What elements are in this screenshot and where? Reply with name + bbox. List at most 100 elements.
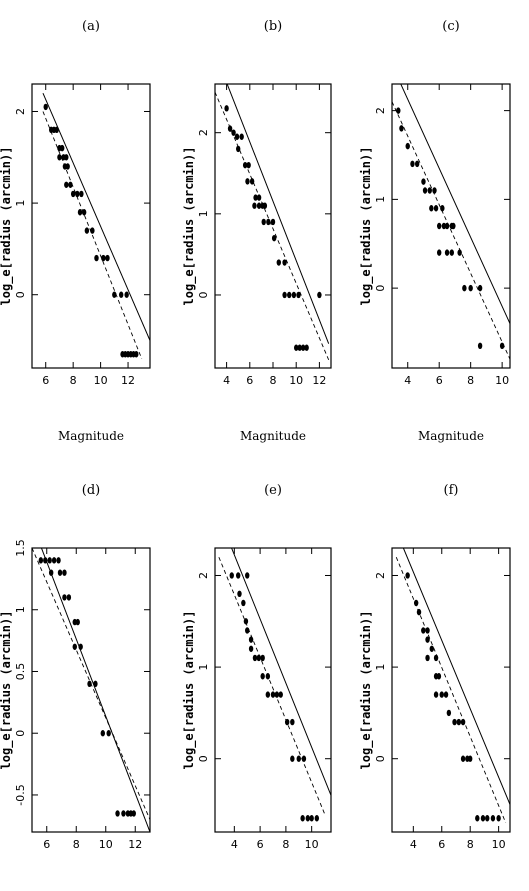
- data-point: [236, 145, 241, 153]
- data-point: [441, 222, 447, 230]
- data-point: [100, 730, 106, 737]
- y-tick-label: 0: [14, 291, 27, 298]
- data-point: [451, 222, 456, 230]
- y-tick-label: 2: [197, 129, 210, 136]
- y-axis-label: log_e[radius (arcmin)]: [182, 611, 197, 770]
- data-point: [134, 351, 139, 358]
- data-point: [118, 291, 124, 298]
- data-point: [105, 254, 110, 262]
- x-axis-label: Magnitude: [58, 429, 124, 443]
- data-point: [300, 815, 305, 822]
- y-tick-label: 2: [197, 572, 210, 579]
- solid-fit-line: [400, 84, 510, 324]
- data-point: [439, 691, 444, 698]
- data-point: [287, 291, 292, 299]
- y-axis-label: log_e[radius (arcmin)]: [359, 147, 374, 306]
- data-point: [271, 234, 277, 242]
- data-point: [256, 202, 262, 209]
- data-point: [224, 105, 229, 112]
- y-tick-label: 2: [14, 108, 27, 115]
- data-point: [425, 654, 430, 662]
- data-point: [421, 178, 426, 185]
- data-point: [270, 218, 276, 226]
- data-point: [248, 636, 254, 643]
- data-point: [433, 654, 439, 662]
- data-point: [84, 227, 90, 234]
- data-point: [284, 718, 290, 726]
- data-point: [231, 129, 236, 136]
- x-tick-label: 8: [467, 838, 474, 851]
- data-point: [416, 608, 422, 616]
- data-point: [101, 254, 106, 262]
- data-point: [296, 755, 301, 762]
- data-point: [432, 187, 437, 194]
- x-tick-label: 12: [128, 838, 142, 851]
- data-point: [290, 718, 295, 726]
- data-point: [68, 181, 73, 188]
- panel-label: (c): [442, 19, 459, 34]
- data-point: [229, 572, 234, 579]
- data-point: [265, 673, 271, 680]
- data-point: [75, 618, 80, 626]
- x-tick-label: 8: [467, 374, 474, 387]
- data-point: [242, 161, 248, 169]
- data-point: [131, 810, 136, 817]
- data-point: [410, 160, 415, 168]
- data-point: [446, 709, 452, 717]
- data-point: [236, 572, 241, 579]
- data-point: [64, 154, 69, 161]
- data-point: [405, 572, 410, 579]
- data-point: [270, 691, 276, 698]
- plot-frame: [391, 83, 511, 369]
- x-tick-label: 10: [305, 838, 319, 851]
- data-point: [43, 103, 48, 111]
- data-point: [413, 599, 419, 607]
- data-point: [260, 673, 265, 680]
- x-tick-label: 12: [121, 374, 135, 387]
- data-point: [304, 344, 309, 351]
- y-tick-label: 1.5: [14, 539, 27, 557]
- data-point: [78, 643, 83, 650]
- data-point: [460, 718, 466, 726]
- data-point: [239, 133, 244, 140]
- data-point: [90, 227, 95, 234]
- x-tick-label: 6: [436, 374, 443, 387]
- data-point: [56, 557, 61, 564]
- data-point: [467, 755, 473, 762]
- data-point: [496, 815, 501, 822]
- panel-label: (a): [82, 19, 100, 34]
- data-point: [62, 594, 67, 601]
- data-point: [252, 202, 257, 209]
- data-point: [444, 249, 450, 256]
- data-point: [57, 154, 62, 161]
- y-tick-label: 0: [197, 291, 210, 298]
- y-tick-label: 1: [374, 196, 387, 203]
- data-point: [72, 643, 77, 650]
- dashed-fit-line: [392, 101, 510, 360]
- data-point: [115, 810, 120, 817]
- data-point: [300, 344, 306, 351]
- data-point: [425, 627, 430, 634]
- data-point: [265, 691, 271, 698]
- data-point: [124, 291, 129, 298]
- x-tick-label: 6: [42, 374, 49, 387]
- data-point: [65, 163, 70, 170]
- x-tick-label: 8: [70, 374, 77, 387]
- x-tick-label: 6: [438, 838, 445, 851]
- x-tick-label: 8: [282, 838, 289, 851]
- solid-fit-line: [231, 548, 331, 796]
- plot-frame: [31, 547, 151, 833]
- plot-frame: [31, 83, 151, 369]
- data-point: [282, 291, 287, 299]
- y-tick-label: 1: [14, 200, 27, 207]
- plot-frame: [391, 547, 511, 833]
- data-point: [405, 142, 410, 150]
- y-tick-label: 0: [374, 285, 387, 292]
- data-point: [444, 222, 450, 230]
- data-point: [462, 284, 467, 292]
- data-point: [460, 755, 466, 762]
- data-point: [112, 291, 117, 298]
- data-point: [256, 654, 262, 662]
- data-point: [449, 249, 454, 256]
- x-tick-label: 10: [495, 374, 509, 387]
